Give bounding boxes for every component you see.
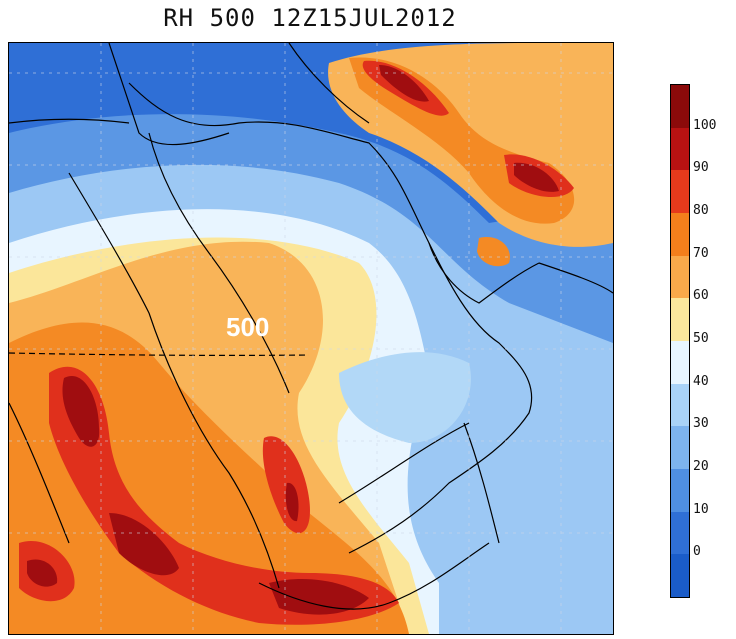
colorbar-label: 90 [693,160,709,176]
colorbar-swatch [671,554,689,598]
colorbar-label: 70 [693,245,709,261]
colorbar-swatch [671,426,689,470]
colorbar-swatch [671,213,689,257]
colorbar-swatch [671,511,689,555]
colorbar [670,84,690,598]
colorbar-label: 30 [693,416,709,432]
rh-map [8,42,614,635]
colorbar-label: 20 [693,459,709,474]
colorbar-swatch [671,341,689,385]
colorbar-label: 40 [693,373,709,389]
colorbar-label: 10 [693,501,709,517]
colorbar-label: 80 [693,203,709,218]
colorbar-swatch [671,255,689,299]
colorbar-swatch [671,170,689,214]
rh-field [9,43,613,634]
colorbar-swatch [671,298,689,342]
colorbar-label: 100 [693,117,717,133]
colorbar-swatch [671,469,689,513]
colorbar-label: 0 [693,544,701,560]
colorbar-label: 50 [693,331,709,346]
colorbar-swatch [671,127,689,171]
map-title: RH 500 12Z15JUL2012 [163,4,457,32]
colorbar-swatch [671,383,689,427]
level-label: 500 [226,312,270,342]
colorbar-swatch [671,85,689,129]
colorbar-label: 60 [693,288,709,304]
